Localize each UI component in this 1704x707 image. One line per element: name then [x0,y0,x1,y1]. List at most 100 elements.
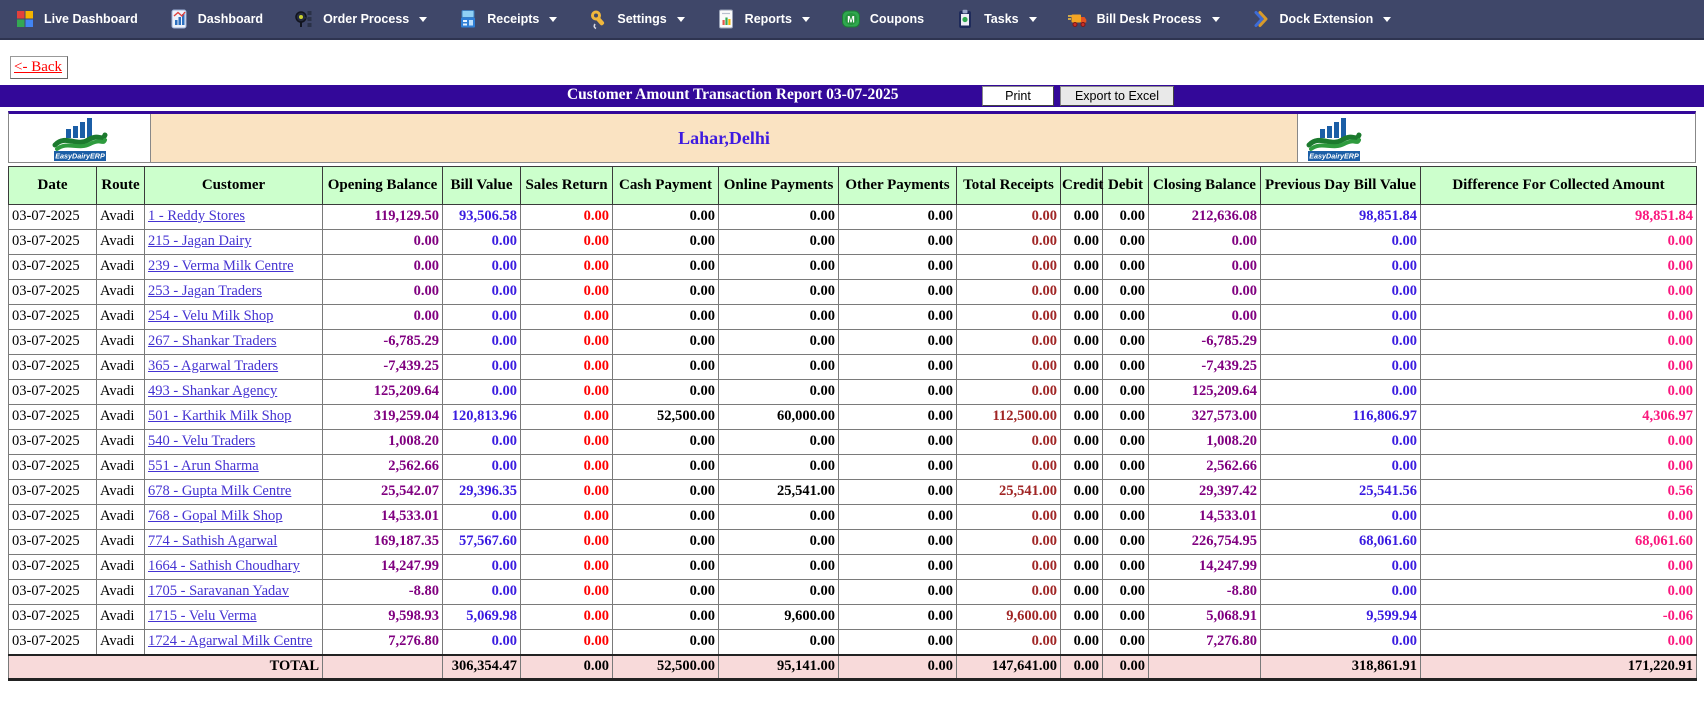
customer-link[interactable]: 253 - Jagan Traders [148,283,262,300]
total-row: TOTAL 306,354.47 0.00 52,500.00 95,141.00 0.0… [8,653,1697,681]
customer-link[interactable]: 768 - Gopal Milk Shop [148,508,283,525]
customer-link[interactable]: 501 - Karthik Milk Shop [148,408,292,425]
customer-link[interactable]: 678 - Gupta Milk Centre [148,483,292,500]
cell-sales_return: 0.00 [520,529,613,555]
cell-debit: 0.00 [1102,579,1149,605]
cell-route: Avadi [96,579,145,605]
cell-cash: 0.00 [612,229,719,255]
cell-route: Avadi [96,304,145,330]
cell-sales_return: 0.00 [520,279,613,305]
cell-bill: 5,069.98 [442,604,521,630]
customer-link[interactable]: 774 - Sathish Agarwal [148,533,278,550]
receipts-icon [457,8,479,30]
cell-total_receipts: 0.00 [956,504,1061,530]
customer-link[interactable]: 551 - Arun Sharma [148,458,259,475]
total-prev_day_bill: 318,861.91 [1260,653,1421,681]
customer-link[interactable]: 493 - Shankar Agency [148,383,278,400]
customer-link[interactable]: 1715 - Velu Verma [148,608,257,625]
cell-closing: 29,397.42 [1148,479,1261,505]
table-row: 03-07-2025 Avadi 493 - Shankar Agency 125,2… [8,379,1697,405]
customer-link[interactable]: 1664 - Sathish Choudhary [148,558,300,575]
cell-route: Avadi [96,329,145,355]
cell-date: 03-07-2025 [8,629,97,655]
customer-link[interactable]: 365 - Agarwal Traders [148,358,279,375]
cell-opening: 14,533.01 [322,504,443,530]
cell-opening: 169,187.35 [322,529,443,555]
export-to-excel-button[interactable]: Export to Excel [1060,86,1174,106]
cell-date: 03-07-2025 [8,204,97,230]
brand-logo-left-cell: EasyDairyERP [9,114,151,162]
customer-link[interactable]: 254 - Velu Milk Shop [148,308,274,325]
cell-route: Avadi [96,504,145,530]
cell-online: 0.00 [718,229,839,255]
cell-credit: 0.00 [1060,379,1103,405]
total-total_receipts: 147,641.00 [956,653,1061,681]
customer-link[interactable]: 540 - Velu Traders [148,433,256,450]
nav-item-bill-desk-process[interactable]: Bill Desk Process [1067,8,1220,30]
cell-total_receipts: 0.00 [956,254,1061,280]
cell-debit: 0.00 [1102,504,1149,530]
nav-item-live-dashboard[interactable]: Live Dashboard [14,8,138,30]
table-row: 03-07-2025 Avadi 501 - Karthik Milk Shop 31… [8,404,1697,430]
column-header-other: Other Payments [838,166,957,205]
cell-closing: 212,636.08 [1148,204,1261,230]
column-header-sales_return: Sales Return [520,166,613,205]
cell-closing: -7,439.25 [1148,354,1261,380]
nav-item-dashboard[interactable]: Dashboard [168,8,263,30]
cell-debit: 0.00 [1102,629,1149,655]
cell-debit: 0.00 [1102,304,1149,330]
cell-closing: 14,247.99 [1148,554,1261,580]
cell-customer: 365 - Agarwal Traders [144,354,323,380]
total-credit: 0.00 [1060,653,1103,681]
cell-customer: 678 - Gupta Milk Centre [144,479,323,505]
nav-item-dock-extension[interactable]: Dock Extension [1250,8,1392,30]
back-link[interactable]: <- Back [14,59,63,75]
cell-total_receipts: 0.00 [956,629,1061,655]
cell-route: Avadi [96,204,145,230]
nav-item-order-process[interactable]: Order Process [293,8,428,30]
cell-route: Avadi [96,379,145,405]
cell-other: 0.00 [838,454,957,480]
table-row: 03-07-2025 Avadi 267 - Shankar Traders -6,7… [8,329,1697,355]
cell-closing: 0.00 [1148,279,1261,305]
coupons-icon: M [840,8,862,30]
customer-link[interactable]: 1724 - Agarwal Milk Centre [148,632,313,649]
cell-online: 0.00 [718,329,839,355]
cell-online: 0.00 [718,579,839,605]
cell-difference: 0.00 [1420,329,1697,355]
customer-link[interactable]: 267 - Shankar Traders [148,333,277,350]
cell-credit: 0.00 [1060,404,1103,430]
cell-cash: 0.00 [612,279,719,305]
cell-date: 03-07-2025 [8,379,97,405]
cell-sales_return: 0.00 [520,204,613,230]
cell-date: 03-07-2025 [8,454,97,480]
cell-cash: 0.00 [612,429,719,455]
cell-total_receipts: 0.00 [956,529,1061,555]
cell-debit: 0.00 [1102,529,1149,555]
cell-sales_return: 0.00 [520,254,613,280]
cell-cash: 0.00 [612,204,719,230]
nav-item-tasks[interactable]: Tasks [954,8,1037,30]
cell-credit: 0.00 [1060,604,1103,630]
nav-item-reports[interactable]: Reports [715,8,810,30]
cell-date: 03-07-2025 [8,554,97,580]
cell-debit: 0.00 [1102,404,1149,430]
cell-closing: 327,573.00 [1148,404,1261,430]
nav-item-receipts[interactable]: Receipts [457,8,558,30]
cell-total_receipts: 0.00 [956,454,1061,480]
nav-item-settings[interactable]: Settings [587,8,685,30]
cell-credit: 0.00 [1060,304,1103,330]
nav-item-coupons[interactable]: M Coupons [840,8,924,30]
column-header-customer: Customer [144,166,323,205]
cell-credit: 0.00 [1060,479,1103,505]
customer-link[interactable]: 1705 - Saravanan Yadav [148,583,289,600]
cell-opening: 25,542.07 [322,479,443,505]
customer-link[interactable]: 1 - Reddy Stores [148,208,246,225]
cell-total_receipts: 9,600.00 [956,604,1061,630]
cell-online: 25,541.00 [718,479,839,505]
customer-link[interactable]: 215 - Jagan Dairy [148,233,252,250]
print-button[interactable]: Print [982,86,1054,106]
cell-route: Avadi [96,429,145,455]
customer-link[interactable]: 239 - Verma Milk Centre [148,258,294,275]
cell-opening: 0.00 [322,229,443,255]
